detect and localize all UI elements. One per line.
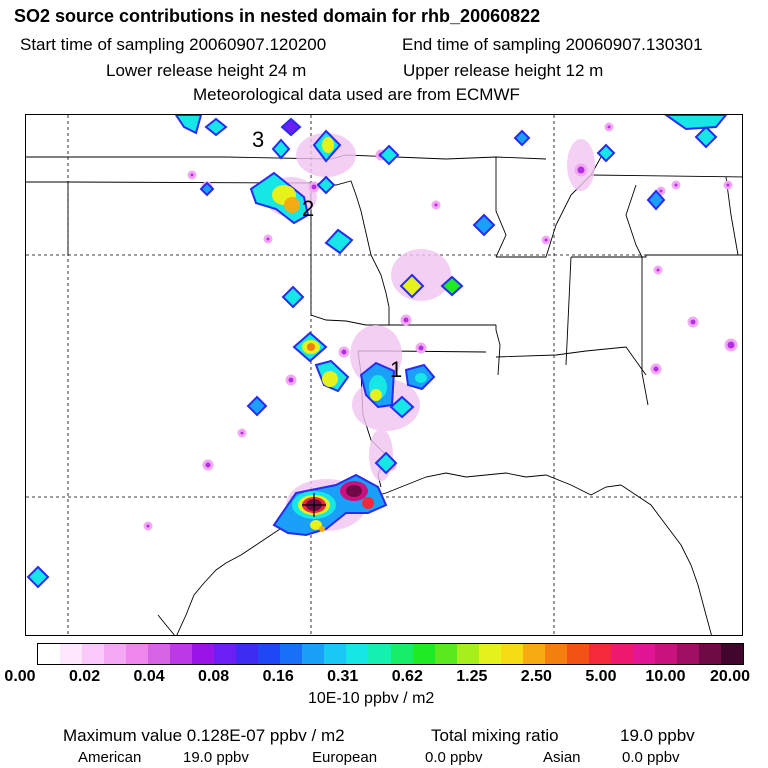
colorbar-swatch	[500, 644, 523, 664]
american-label: American	[78, 749, 142, 766]
colorbar-swatch	[104, 644, 127, 664]
colorbar-swatch	[236, 644, 259, 664]
colorbar-swatch	[434, 644, 457, 664]
colorbar-tick-label: 0.62	[391, 668, 423, 685]
american-value: 19.0 ppbv	[183, 749, 249, 766]
colorbar-swatch	[522, 644, 545, 664]
colorbar-swatch	[38, 644, 61, 664]
colorbar-tick-label: 0.16	[262, 668, 294, 685]
colorbar-swatch	[654, 644, 677, 664]
total-mixing-value: 19.0 ppbv	[620, 726, 695, 745]
colorbar-tick-label: 0.04	[133, 668, 165, 685]
colorbar-swatch	[214, 644, 237, 664]
colorbar-tick-label: 0.02	[68, 668, 101, 685]
source-label-2: 2	[302, 196, 314, 221]
upper-release-height: Upper release height 12 m	[403, 61, 604, 80]
colorbar-swatch	[698, 644, 721, 664]
met-source: Meteorological data used are from ECMWF	[193, 85, 520, 104]
colorbar-tick-label: 2.50	[520, 668, 552, 685]
colorbar-swatch	[632, 644, 655, 664]
colorbar-swatch	[720, 644, 743, 664]
colorbar-tick-label: 1.25	[456, 668, 488, 685]
european-value: 0.0 ppbv	[425, 749, 483, 766]
colorbar-tick-label: 0.31	[327, 668, 359, 685]
colorbar-swatch	[456, 644, 479, 664]
colorbar-swatch	[324, 644, 347, 664]
colorbar-swatch	[126, 644, 149, 664]
colorbar	[37, 643, 744, 665]
lower-release-height: Lower release height 24 m	[106, 61, 307, 80]
colorbar-swatch	[412, 644, 435, 664]
colorbar-swatch	[302, 644, 325, 664]
colorbar-swatch	[82, 644, 105, 664]
concentration-map: 1 2 3	[25, 114, 743, 636]
coastline	[157, 472, 712, 635]
colorbar-tick-label: 20.00	[709, 668, 751, 685]
colorbar-swatch	[390, 644, 413, 664]
start-time: Start time of sampling 20060907.120200	[20, 35, 327, 54]
colorbar-units: 10E-10 ppbv / m2	[308, 690, 435, 707]
colorbar-tick-label: 5.00	[585, 668, 617, 685]
asian-value: 0.0 ppbv	[622, 749, 680, 766]
european-label: European	[312, 749, 378, 766]
source-label-3: 3	[252, 127, 264, 152]
colorbar-swatch	[544, 644, 567, 664]
colorbar-swatch	[280, 644, 303, 664]
colorbar-swatch	[588, 644, 611, 664]
max-value: Maximum value 0.128E-07 ppbv / m2	[63, 726, 345, 745]
colorbar-swatch	[610, 644, 633, 664]
concentration-field	[26, 115, 738, 589]
map-canvas: 1 2 3	[26, 115, 742, 635]
colorbar-swatch	[478, 644, 501, 664]
colorbar-swatch	[676, 644, 699, 664]
source-label-1: 1	[390, 357, 402, 382]
colorbar-tick-label: 0.00	[4, 668, 36, 685]
colorbar-swatch	[346, 644, 369, 664]
asian-label: Asian	[543, 749, 581, 766]
colorbar-swatch	[192, 644, 215, 664]
colorbar-tick-label: 0.08	[198, 668, 230, 685]
colorbar-swatch	[148, 644, 171, 664]
colorbar-tick-label: 10.00	[645, 668, 686, 685]
page-title: SO2 source contributions in nested domai…	[14, 6, 541, 26]
colorbar-swatch	[258, 644, 281, 664]
receptor-marker	[302, 493, 326, 517]
colorbar-swatch	[170, 644, 193, 664]
total-mixing-label: Total mixing ratio	[431, 726, 559, 745]
end-time: End time of sampling 20060907.130301	[402, 35, 703, 54]
colorbar-swatch	[368, 644, 391, 664]
colorbar-swatch	[566, 644, 589, 664]
colorbar-swatch	[60, 644, 83, 664]
